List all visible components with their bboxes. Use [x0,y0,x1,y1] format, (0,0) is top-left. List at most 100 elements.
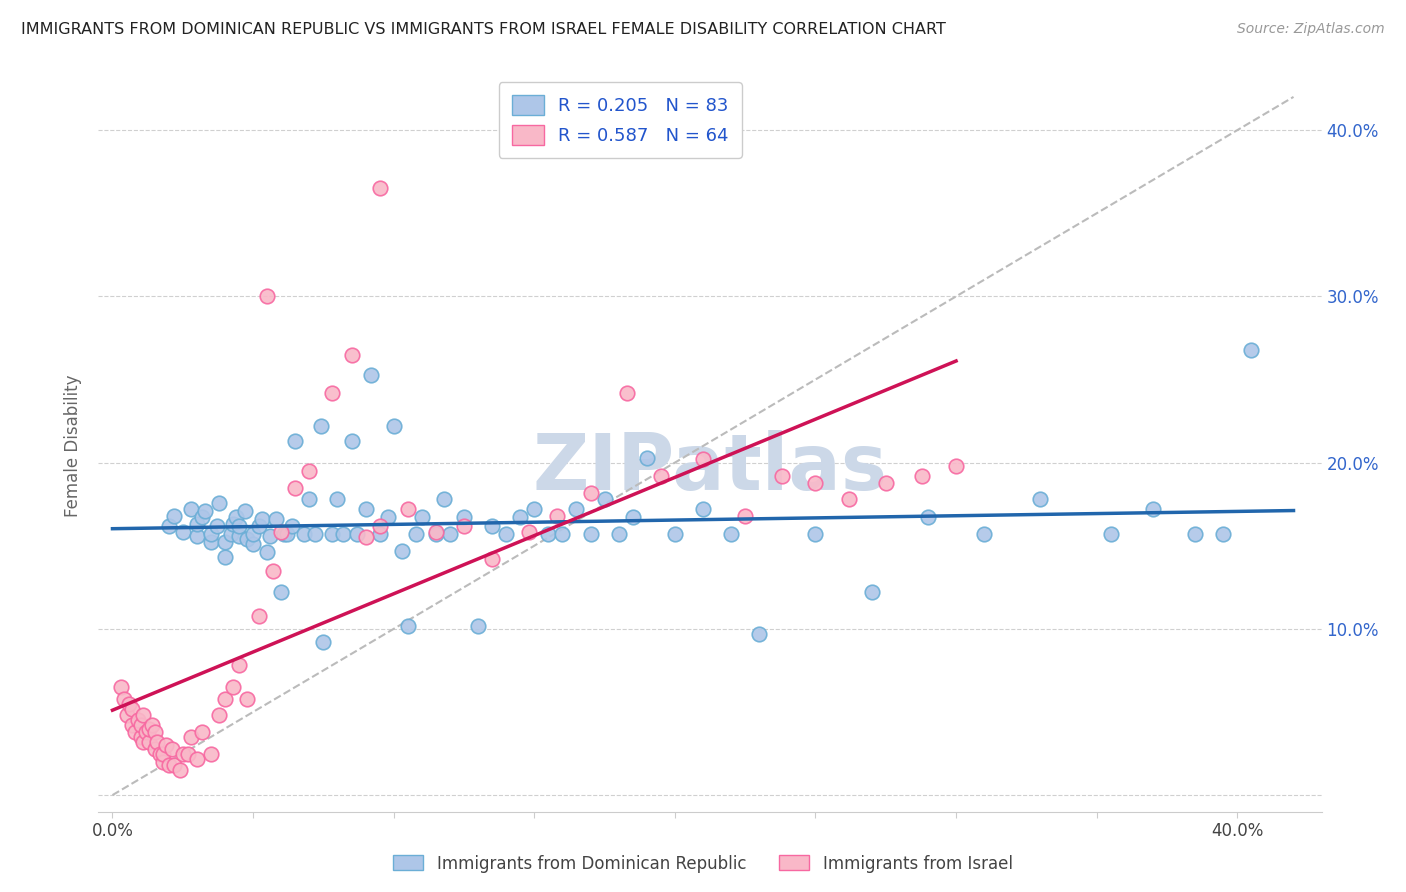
Point [200,535,222,549]
Point [152,755,174,769]
Point [382,419,405,434]
Point [270,585,292,599]
Text: ZIPatlas: ZIPatlas [533,430,887,506]
Point [129,730,152,744]
Point [169,763,191,777]
Point [259,529,281,543]
Point [481,552,503,566]
Point [368,527,391,541]
Legend: Immigrants from Dominican Republic, Immigrants from Israel: Immigrants from Dominican Republic, Immi… [387,848,1019,880]
Point [368,518,391,533]
Point [321,527,343,541]
Point [200,527,222,541]
Point [214,535,236,549]
Point [115,708,138,723]
Point [354,530,377,544]
Point [551,527,574,541]
Point [593,492,616,507]
Point [262,564,284,578]
Point [326,492,349,507]
Point [453,518,475,533]
Point [172,747,194,761]
Point [157,518,180,533]
Point [273,527,295,541]
Point [650,469,672,483]
Point [875,475,897,490]
Point [546,508,568,523]
Point [770,469,793,483]
Point [132,735,155,749]
Point [228,529,250,543]
Point [284,481,307,495]
Point [149,747,172,761]
Point [298,464,321,478]
Point [917,510,939,524]
Point [579,485,602,500]
Point [692,452,714,467]
Point [186,517,208,532]
Point [242,537,264,551]
Point [804,527,827,541]
Point [160,741,183,756]
Point [121,701,143,715]
Point [911,469,934,483]
Point [127,714,149,728]
Point [208,495,231,509]
Point [692,502,714,516]
Point [124,725,146,739]
Point [214,550,236,565]
Point [129,718,152,732]
Point [155,738,177,752]
Point [1212,527,1234,541]
Point [146,735,169,749]
Point [1240,343,1263,357]
Point [354,502,377,516]
Point [396,502,419,516]
Point [121,718,143,732]
Y-axis label: Female Disability: Female Disability [65,375,83,517]
Point [973,527,995,541]
Point [304,527,326,541]
Point [405,527,427,541]
Point [292,527,315,541]
Point [340,347,363,362]
Point [200,747,222,761]
Point [242,527,264,541]
Point [191,725,214,739]
Point [236,691,259,706]
Point [1029,492,1052,507]
Point [621,510,644,524]
Point [281,518,304,533]
Point [664,527,686,541]
Point [191,510,214,524]
Legend: R = 0.205   N = 83, R = 0.587   N = 64: R = 0.205 N = 83, R = 0.587 N = 64 [499,82,741,158]
Point [157,758,180,772]
Point [321,385,343,400]
Point [264,512,287,526]
Point [1142,502,1164,516]
Point [425,527,447,541]
Point [467,618,489,632]
Point [112,691,135,706]
Point [312,635,335,649]
Point [377,510,399,524]
Point [228,518,250,533]
Point [748,627,770,641]
Point [517,525,540,540]
Point [276,527,298,541]
Point [332,527,354,541]
Point [945,458,967,473]
Point [236,532,259,546]
Point [208,708,231,723]
Point [425,525,447,540]
Point [180,502,202,516]
Point [495,527,517,541]
Point [860,585,883,599]
Point [214,691,236,706]
Point [247,518,270,533]
Point [734,508,756,523]
Point [180,730,202,744]
Point [250,512,273,526]
Point [270,525,292,540]
Point [509,510,531,524]
